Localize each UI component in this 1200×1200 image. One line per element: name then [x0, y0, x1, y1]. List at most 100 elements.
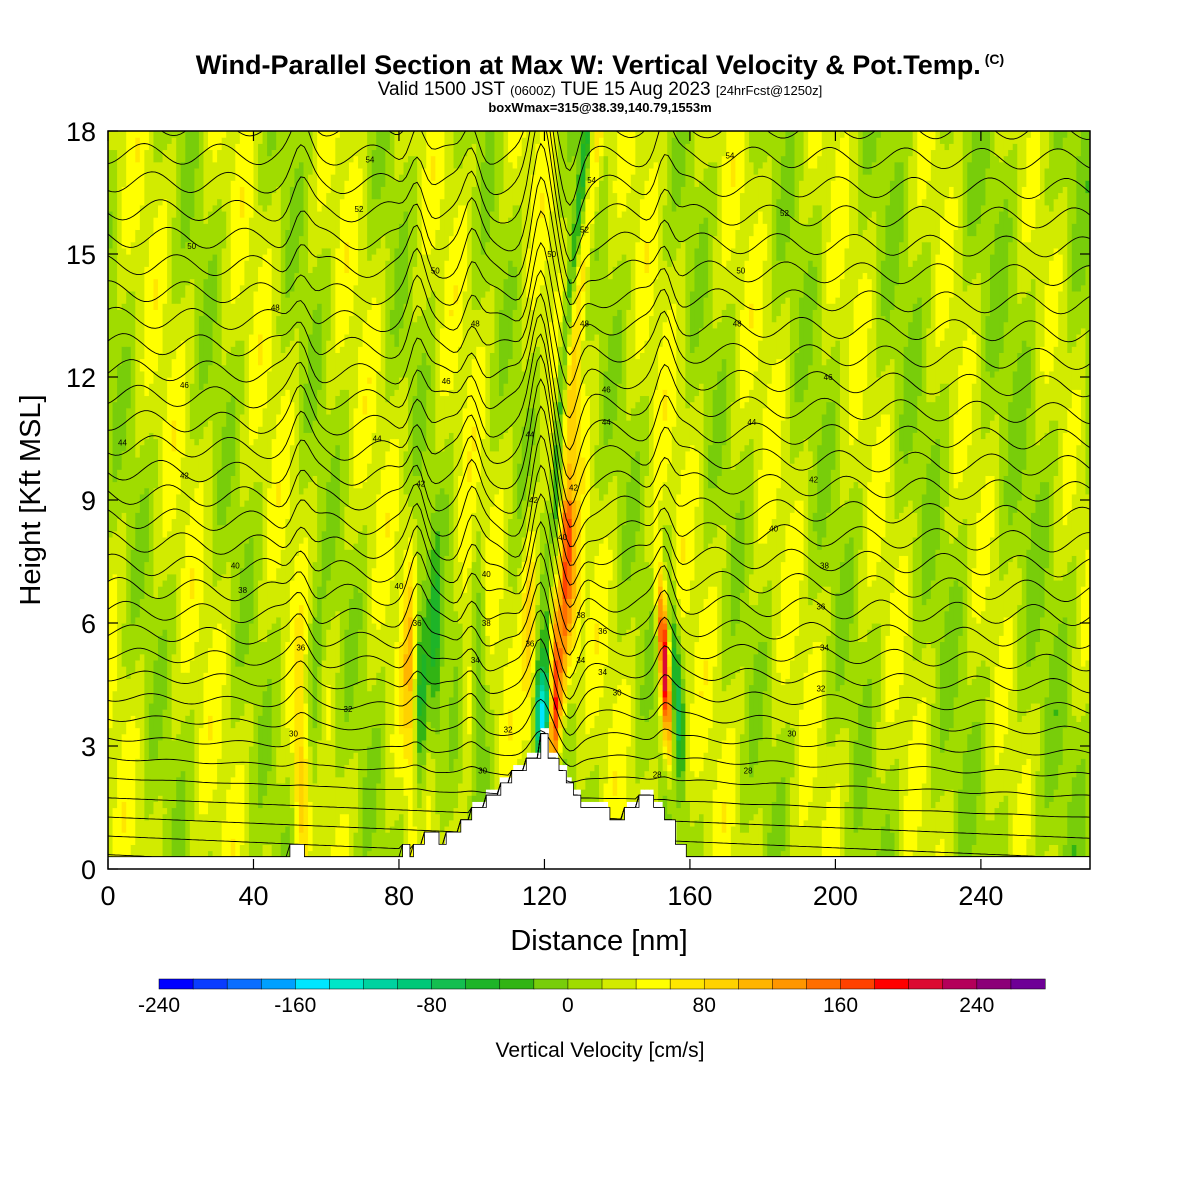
field-cell-1908 — [1053, 475, 1059, 581]
field-cell-250 — [239, 340, 245, 415]
field-cell-711 — [471, 358, 477, 427]
field-cell-1400 — [767, 530, 773, 581]
field-cell-1465 — [803, 223, 809, 274]
field-cell-1656 — [912, 303, 918, 433]
field-cell-710 — [471, 426, 477, 452]
field-cell-630 — [430, 666, 436, 698]
field-cell-924 — [562, 500, 568, 513]
field-cell-91 — [153, 161, 159, 218]
colorbar-swatch-23 — [942, 978, 978, 990]
x-tick-label-4: 160 — [667, 881, 712, 911]
field-cell-704 — [467, 149, 473, 378]
field-cell-1514 — [830, 401, 837, 470]
field-cell-1815 — [1003, 573, 1009, 618]
field-cell-1491 — [817, 444, 823, 550]
field-cell-565 — [403, 450, 409, 495]
field-cell-690 — [458, 131, 464, 169]
field-cell-1551 — [853, 297, 859, 440]
field-cell-464 — [353, 155, 359, 286]
field-cell-1852 — [1021, 131, 1027, 187]
field-cell-1247 — [685, 131, 691, 144]
field-cell-658 — [444, 555, 450, 827]
field-cell-340 — [289, 579, 295, 753]
field-cell-818 — [530, 493, 536, 532]
field-cell-270 — [253, 481, 259, 858]
field-cell-21 — [121, 832, 127, 858]
field-cell-1720 — [949, 586, 955, 729]
field-cell-1745 — [962, 290, 968, 341]
field-cell-1335 — [730, 186, 736, 249]
field-cell-1689 — [930, 149, 937, 403]
chart-subtitle: Valid 1500 JST (0600Z) TUE 15 Aug 2023 [… — [377, 79, 823, 100]
field-cell-678 — [453, 303, 459, 372]
field-cell-103 — [162, 709, 168, 809]
field-cell-194 — [212, 629, 218, 790]
field-cell-1862 — [1026, 137, 1032, 243]
theta-label-17: 46 — [602, 385, 611, 394]
field-cell-111 — [162, 131, 168, 151]
field-cell-156 — [189, 500, 195, 569]
field-cell-648 — [435, 131, 441, 230]
field-cell-635 — [430, 247, 436, 292]
field-cell-263 — [248, 623, 255, 704]
field-cell-267 — [248, 333, 255, 446]
field-cell-1083 — [626, 746, 632, 802]
field-cell-760 — [503, 383, 509, 433]
field-cell-587 — [412, 321, 418, 397]
field-cell-486 — [367, 377, 373, 384]
field-cell-186 — [208, 647, 214, 716]
field-cell-339 — [289, 752, 295, 809]
field-cell-310 — [271, 131, 277, 151]
field-cell-1184 — [662, 131, 668, 206]
field-cell-1621 — [894, 758, 900, 858]
field-cell-1046 — [603, 444, 609, 495]
theta-label-13: 48 — [580, 320, 589, 329]
field-cell-1925 — [1062, 616, 1068, 729]
field-cell-1050 — [608, 727, 614, 821]
field-cell-233 — [230, 180, 236, 304]
field-cell-1600 — [880, 315, 887, 372]
field-cell-84 — [153, 598, 159, 661]
theta-label-41: 36 — [598, 627, 607, 636]
field-cell-1385 — [758, 340, 764, 470]
field-cell-797 — [521, 370, 527, 427]
colorbar-swatch-20 — [840, 978, 876, 990]
field-cell-1727 — [953, 579, 959, 698]
field-cell-431 — [339, 813, 346, 858]
field-cell-1266 — [694, 131, 700, 187]
field-cell-183 — [208, 801, 214, 852]
field-cell-1283 — [703, 217, 709, 298]
field-cell-1112 — [639, 352, 646, 397]
field-cell-425 — [335, 444, 341, 538]
field-cell-771 — [508, 260, 514, 360]
field-cell-123 — [171, 420, 177, 452]
field-cell-126 — [171, 217, 177, 304]
field-cell-1527 — [839, 727, 846, 858]
field-cell-1395 — [762, 223, 768, 261]
field-cell-1931 — [1062, 131, 1068, 138]
field-cell-259 — [244, 260, 250, 501]
field-cell-814 — [530, 672, 536, 698]
field-cell-1333 — [730, 303, 736, 403]
field-cell-831 — [535, 604, 541, 643]
field-cell-1411 — [776, 733, 782, 784]
field-cell-600 — [417, 315, 423, 366]
field-cell-358 — [298, 493, 305, 544]
field-cell-1155 — [658, 131, 664, 347]
field-cell-937 — [567, 653, 573, 667]
field-cell-1368 — [749, 235, 755, 304]
field-cell-311 — [276, 782, 282, 858]
field-cell-1735 — [958, 635, 964, 790]
field-cell-1778 — [980, 131, 987, 206]
field-cell-1734 — [958, 789, 964, 858]
field-cell-1861 — [1026, 241, 1032, 292]
field-cell-1152 — [658, 530, 664, 563]
field-cell-1836 — [1012, 131, 1018, 144]
field-cell-1568 — [862, 174, 868, 230]
field-cell-266 — [248, 444, 255, 489]
field-cell-842 — [539, 647, 546, 667]
field-cell-354 — [298, 832, 305, 845]
theta-contour-27 — [108, 142, 1090, 284]
field-cell-920 — [562, 635, 568, 655]
